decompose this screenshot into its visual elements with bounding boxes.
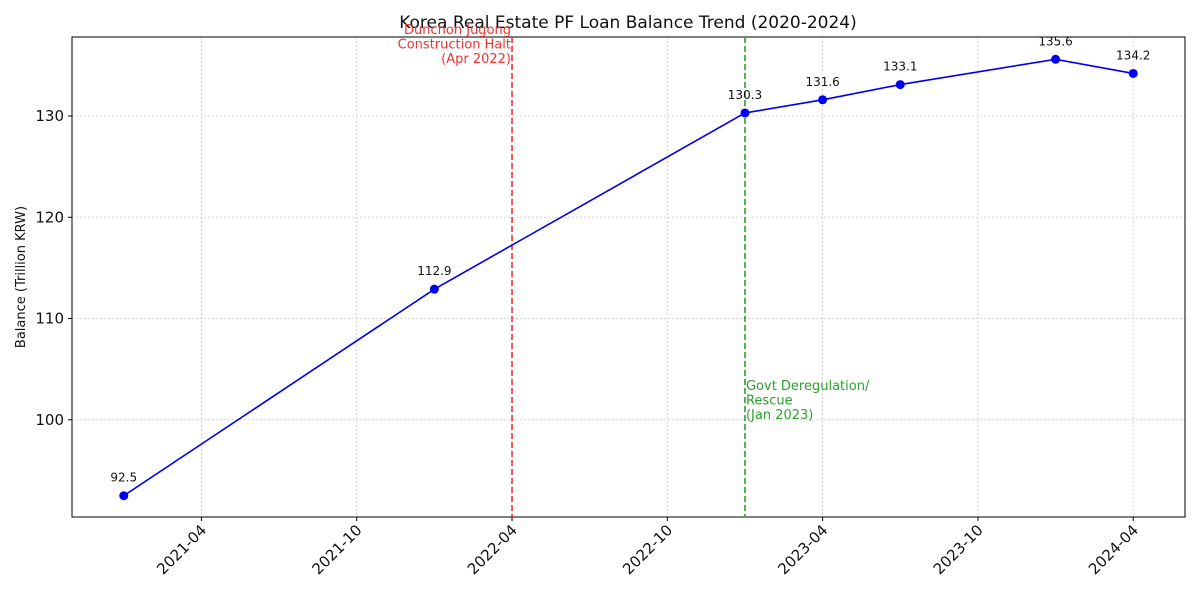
value-label: 133.1 [883, 60, 917, 74]
event-label: Dunchon Jugong Construction Halt (Apr 2022… [398, 23, 511, 67]
y-tick-label: 110 [35, 310, 64, 328]
x-tick-label: 2021-04 [153, 521, 210, 578]
data-line [123, 58, 1134, 497]
x-tick-label: 2022-10 [619, 521, 676, 578]
x-tick-label: 2022-04 [464, 521, 521, 578]
y-tick-label: 100 [35, 411, 64, 429]
y-tick-label: 120 [35, 208, 64, 226]
data-point [895, 80, 905, 90]
chart-title: Korea Real Estate PF Loan Balance Trend … [399, 13, 857, 33]
data-point [1051, 54, 1061, 64]
x-tick-label: 2023-10 [930, 521, 987, 578]
data-point [119, 491, 129, 501]
y-axis-label: Balance (Trillion KRW) [14, 206, 29, 348]
value-label: 131.6 [805, 75, 839, 89]
data-point [429, 284, 439, 294]
value-label: 92.5 [110, 471, 137, 485]
x-tick-label: 2024-04 [1085, 521, 1142, 578]
value-label: 112.9 [417, 264, 451, 278]
x-tick-label: 2021-10 [308, 521, 365, 578]
x-tick-label: 2023-04 [774, 521, 831, 578]
data-point [818, 95, 828, 105]
event-label: Govt Deregulation/Rescue (Jan 2023) [746, 379, 870, 423]
value-label: 130.3 [728, 88, 762, 102]
data-point [1128, 68, 1138, 78]
plot-frame [71, 36, 1186, 518]
y-tick-label: 130 [35, 107, 64, 125]
value-label: 135.6 [1038, 34, 1072, 48]
data-point [740, 108, 750, 118]
value-label: 134.2 [1116, 48, 1150, 62]
